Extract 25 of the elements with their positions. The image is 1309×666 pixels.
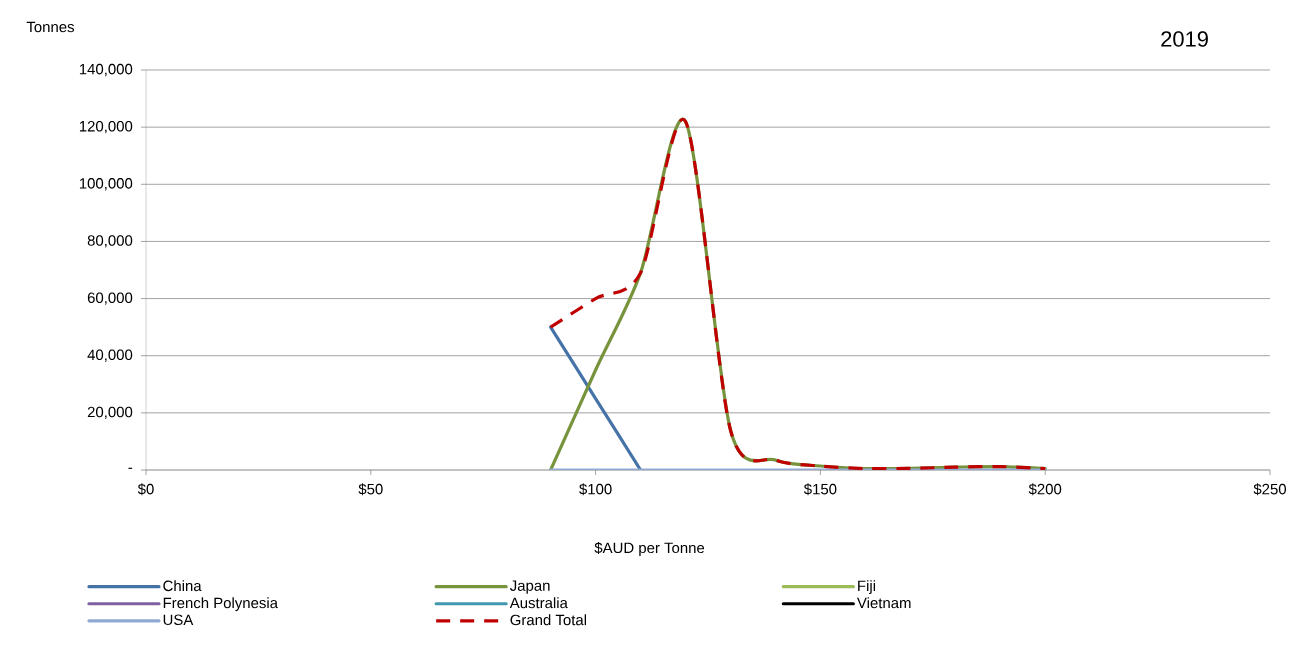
y-tick-label: 100,000 [79, 178, 133, 191]
x-tick-label: $150 [803, 483, 837, 496]
legend-label: China [163, 580, 202, 592]
legend-label: French Polynesia [163, 597, 278, 612]
x-tick-label: $0 [137, 483, 154, 496]
chart-title: 2019 [1161, 31, 1208, 47]
x-axis-title: $AUD per Tonne [594, 541, 705, 557]
y-tick-label: 120,000 [79, 120, 133, 134]
y-axis-title: Tonnes [26, 21, 74, 33]
x-tick-label: $100 [579, 483, 612, 496]
y-tick-label: 140,000 [79, 63, 133, 77]
x-tick-label: $250 [1253, 483, 1287, 496]
y-tick-label: 40,000 [87, 349, 133, 362]
legend-label: USA [163, 614, 194, 626]
y-tick-label: 60,000 [87, 292, 133, 305]
x-tick-label: $200 [1028, 483, 1062, 496]
y-tick-label: - [128, 467, 133, 469]
legend-label: Fiji [858, 580, 876, 595]
x-tick-label: $50 [358, 483, 383, 496]
y-tick-label: 80,000 [87, 235, 133, 248]
legend-label: Australia [509, 597, 568, 609]
legend-label: Japan [509, 580, 550, 594]
legend-label: Grand Total [510, 614, 587, 626]
legend-label: Vietnam [857, 597, 911, 609]
y-tick-label: 20,000 [87, 406, 133, 420]
